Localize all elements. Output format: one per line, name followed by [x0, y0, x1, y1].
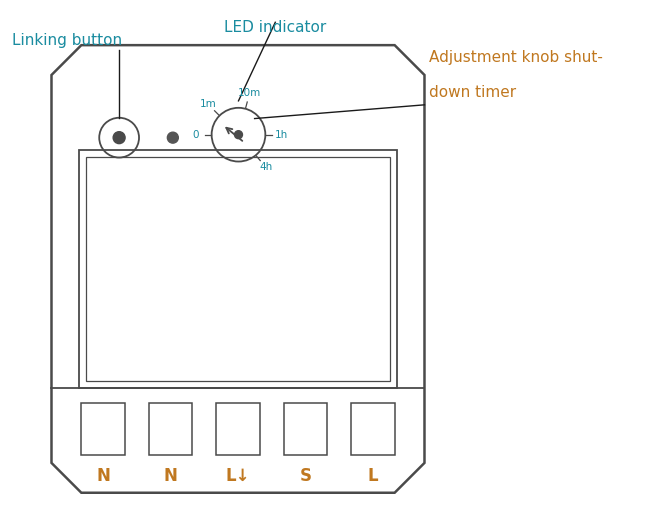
Polygon shape: [51, 45, 424, 493]
Text: L↓: L↓: [226, 467, 250, 485]
Bar: [81, 403, 125, 455]
Circle shape: [167, 132, 178, 143]
Bar: [149, 403, 192, 455]
Bar: [80, 149, 397, 388]
Text: Adjustment knob shut-: Adjustment knob shut-: [430, 50, 603, 65]
Text: 10m: 10m: [238, 88, 261, 99]
Circle shape: [113, 132, 125, 144]
Text: N: N: [164, 467, 178, 485]
Text: L: L: [368, 467, 378, 485]
Text: down timer: down timer: [430, 85, 517, 100]
Text: LED indicator: LED indicator: [224, 20, 326, 35]
Text: N: N: [96, 467, 110, 485]
Text: 1h: 1h: [274, 130, 288, 140]
Text: Linking button: Linking button: [12, 33, 122, 48]
Circle shape: [234, 131, 242, 139]
Bar: [351, 403, 395, 455]
Text: 0: 0: [193, 130, 199, 140]
Text: 1m: 1m: [200, 100, 216, 110]
Bar: [86, 157, 390, 381]
Text: 4h: 4h: [259, 162, 272, 172]
Bar: [284, 403, 327, 455]
Bar: [216, 403, 260, 455]
Text: S: S: [299, 467, 311, 485]
